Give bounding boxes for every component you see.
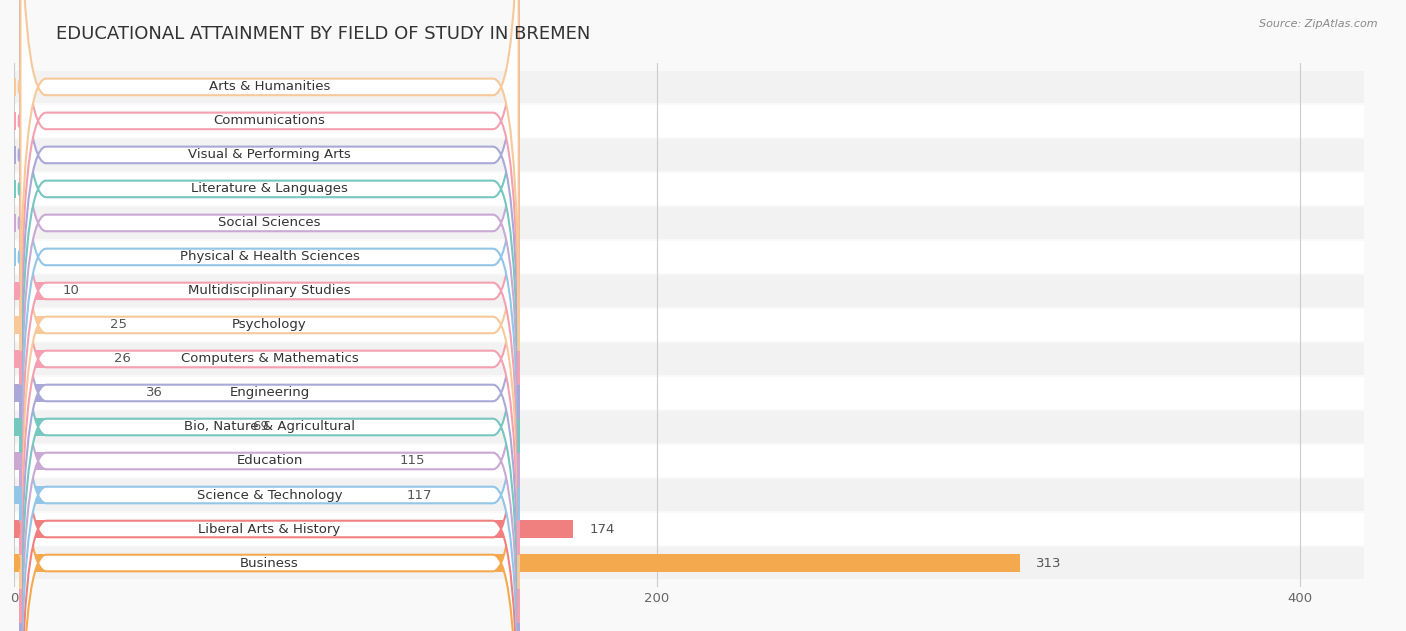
Text: Communications: Communications — [214, 114, 325, 127]
FancyBboxPatch shape — [21, 61, 519, 589]
Text: 117: 117 — [406, 488, 432, 502]
Bar — [14, 343, 1364, 375]
Bar — [14, 520, 574, 538]
Bar — [14, 241, 1364, 273]
Bar — [14, 146, 15, 164]
FancyBboxPatch shape — [21, 0, 519, 521]
FancyBboxPatch shape — [21, 231, 519, 631]
FancyBboxPatch shape — [21, 198, 519, 631]
Text: Bio, Nature & Agricultural: Bio, Nature & Agricultural — [184, 420, 356, 433]
FancyBboxPatch shape — [21, 0, 519, 385]
Text: EDUCATIONAL ATTAINMENT BY FIELD OF STUDY IN BREMEN: EDUCATIONAL ATTAINMENT BY FIELD OF STUDY… — [56, 25, 591, 44]
Bar — [14, 553, 1019, 572]
Bar — [14, 479, 1364, 511]
FancyBboxPatch shape — [21, 129, 519, 631]
Bar — [14, 247, 15, 266]
Text: 69: 69 — [252, 420, 269, 433]
Text: Computers & Mathematics: Computers & Mathematics — [181, 353, 359, 365]
Bar — [14, 486, 389, 504]
Bar — [14, 207, 1364, 239]
Bar — [14, 316, 94, 334]
Bar — [14, 139, 1364, 171]
Bar — [14, 384, 129, 403]
Bar — [14, 275, 1364, 307]
Text: 313: 313 — [1036, 557, 1062, 570]
Text: Education: Education — [236, 454, 302, 468]
Text: Psychology: Psychology — [232, 319, 307, 331]
Text: 174: 174 — [589, 522, 614, 536]
Text: 10: 10 — [62, 285, 79, 297]
Text: Social Sciences: Social Sciences — [218, 216, 321, 230]
Text: 26: 26 — [114, 353, 131, 365]
Bar — [14, 547, 1364, 579]
Text: Business: Business — [240, 557, 299, 570]
FancyBboxPatch shape — [21, 27, 519, 555]
Bar — [14, 105, 1364, 137]
Bar — [14, 445, 1364, 477]
Bar — [14, 78, 15, 97]
Bar — [14, 377, 1364, 409]
Bar — [14, 71, 1364, 103]
Bar — [14, 418, 236, 437]
Bar — [14, 350, 97, 369]
Text: 25: 25 — [111, 319, 128, 331]
Bar — [14, 513, 1364, 545]
FancyBboxPatch shape — [21, 0, 519, 351]
Text: Literature & Languages: Literature & Languages — [191, 182, 349, 196]
Text: Visual & Performing Arts: Visual & Performing Arts — [188, 148, 352, 162]
Bar — [14, 180, 15, 198]
FancyBboxPatch shape — [21, 299, 519, 631]
Text: Source: ZipAtlas.com: Source: ZipAtlas.com — [1260, 19, 1378, 29]
Bar — [14, 281, 46, 300]
Bar — [14, 452, 384, 470]
Bar — [14, 173, 1364, 205]
Bar — [14, 309, 1364, 341]
FancyBboxPatch shape — [21, 265, 519, 631]
FancyBboxPatch shape — [21, 0, 519, 487]
Text: Engineering: Engineering — [229, 386, 309, 399]
Text: Arts & Humanities: Arts & Humanities — [209, 80, 330, 93]
FancyBboxPatch shape — [21, 95, 519, 623]
FancyBboxPatch shape — [21, 0, 519, 452]
Text: Physical & Health Sciences: Physical & Health Sciences — [180, 251, 360, 264]
Text: Science & Technology: Science & Technology — [197, 488, 343, 502]
Text: 115: 115 — [399, 454, 425, 468]
Text: Multidisciplinary Studies: Multidisciplinary Studies — [188, 285, 352, 297]
FancyBboxPatch shape — [21, 0, 519, 419]
Text: 36: 36 — [146, 386, 163, 399]
Bar — [14, 411, 1364, 443]
Bar — [14, 112, 15, 130]
Bar — [14, 213, 15, 232]
FancyBboxPatch shape — [21, 163, 519, 631]
Text: Liberal Arts & History: Liberal Arts & History — [198, 522, 340, 536]
